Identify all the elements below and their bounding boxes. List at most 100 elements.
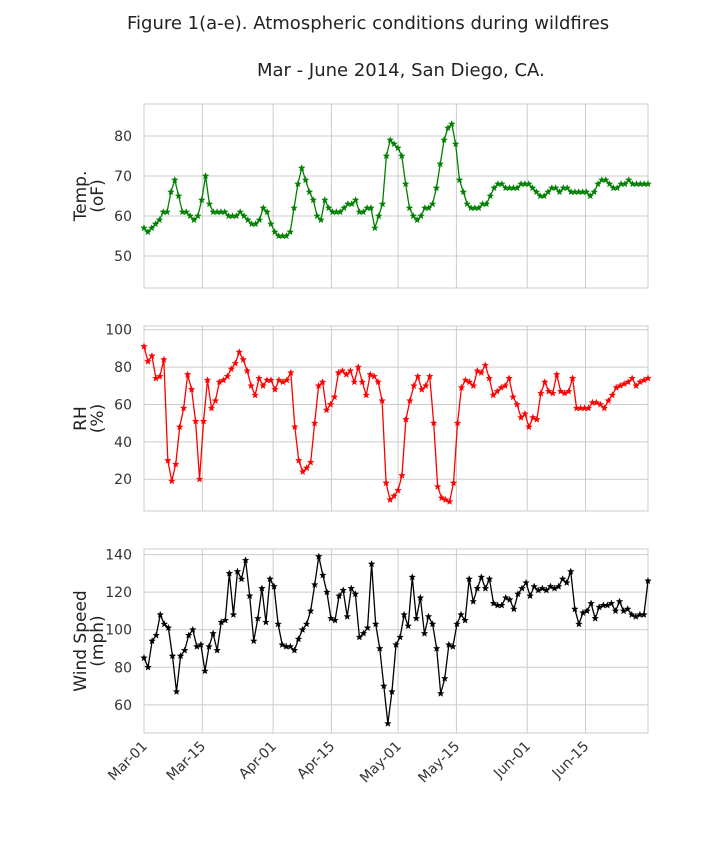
- data-point: [151, 220, 160, 228]
- data-point: [513, 400, 521, 408]
- data-point: [174, 192, 183, 200]
- data-point: [490, 184, 498, 192]
- data-point: [591, 614, 599, 622]
- data-point: [223, 372, 232, 380]
- data-point: [294, 180, 302, 188]
- data-point: [382, 479, 390, 487]
- data-point: [160, 355, 168, 363]
- y-axis-label: (oF): [88, 179, 108, 212]
- data-point: [382, 152, 391, 160]
- data-point: [237, 575, 246, 583]
- data-point: [140, 224, 148, 232]
- data-point: [513, 184, 521, 192]
- data-point: [421, 381, 430, 390]
- data-point: [201, 172, 210, 180]
- data-point: [590, 188, 598, 196]
- data-point: [412, 614, 421, 622]
- data-point: [144, 357, 152, 365]
- data-point: [420, 629, 429, 637]
- data-point: [367, 560, 376, 568]
- data-point: [596, 400, 605, 408]
- data-point: [510, 605, 518, 613]
- data-point: [262, 618, 270, 626]
- data-point: [152, 631, 160, 639]
- data-point: [541, 378, 549, 386]
- data-point: [455, 176, 464, 184]
- data-point: [266, 575, 274, 583]
- data-point: [428, 200, 437, 208]
- data-point: [518, 584, 526, 592]
- subplot-3: 60 80 100 120 140 Wind Speed(mph) Mar-01 Mar-15…: [71, 548, 652, 786]
- data-point: [397, 152, 406, 160]
- data-point: [287, 368, 295, 376]
- data-point: [271, 385, 279, 393]
- data-point: [461, 616, 469, 624]
- data-point: [587, 599, 595, 607]
- data-point: [441, 495, 450, 504]
- data-point: [562, 578, 571, 587]
- data-point: [370, 372, 378, 380]
- data-point: [424, 612, 433, 620]
- data-point: [286, 642, 295, 650]
- data-point: [489, 599, 498, 607]
- series-line: [143, 122, 648, 237]
- y-axis-label: (%): [88, 404, 108, 433]
- data-point: [286, 228, 294, 236]
- data-point: [321, 196, 329, 204]
- data-point: [331, 616, 339, 624]
- data-point: [506, 595, 514, 603]
- data-point: [317, 216, 325, 224]
- data-point: [457, 383, 466, 391]
- data-point: [144, 663, 152, 671]
- y-tick-label: 60: [114, 397, 132, 413]
- data-point: [413, 216, 421, 224]
- data-point: [538, 584, 547, 592]
- data-point: [497, 601, 506, 609]
- data-point: [449, 479, 458, 487]
- subplot-1: 50 60 70 80 Temp.(oF): [71, 103, 652, 289]
- y-axis-label: RH: [71, 406, 91, 431]
- data-point: [205, 200, 214, 208]
- plot-frame: [143, 325, 649, 512]
- data-point: [270, 582, 278, 590]
- data-point: [227, 365, 236, 373]
- data-point: [263, 208, 271, 216]
- data-point: [267, 376, 275, 384]
- data-point: [524, 180, 533, 188]
- subplot-2: 20 40 60 80 100 RH(%): [71, 323, 652, 512]
- data-point: [302, 464, 311, 472]
- data-point: [179, 404, 188, 412]
- data-point: [416, 593, 425, 602]
- data-point: [347, 200, 356, 208]
- x-tick-label: Mar-01: [105, 739, 151, 785]
- data-point: [168, 477, 176, 485]
- data-point: [350, 378, 359, 386]
- data-point: [465, 378, 474, 386]
- data-point: [473, 366, 482, 375]
- data-point: [444, 124, 452, 132]
- data-point: [190, 216, 198, 224]
- data-point: [390, 140, 398, 148]
- data-point: [522, 578, 530, 587]
- x-tick-label: Mar-15: [164, 739, 210, 785]
- data-point: [440, 136, 448, 144]
- data-point: [375, 644, 384, 652]
- data-point: [474, 204, 483, 212]
- y-tick-label: 80: [114, 660, 132, 676]
- data-point: [481, 361, 490, 369]
- data-point: [140, 653, 148, 662]
- data-point: [449, 642, 457, 650]
- data-point: [514, 590, 522, 598]
- data-point: [168, 652, 177, 660]
- data-point: [417, 212, 425, 220]
- data-point: [313, 212, 321, 220]
- data-point: [274, 620, 282, 628]
- data-point: [428, 620, 437, 628]
- data-point: [627, 610, 636, 618]
- data-point: [205, 642, 213, 650]
- series-line: [143, 346, 649, 503]
- data-point: [526, 591, 534, 600]
- data-point: [644, 374, 652, 382]
- data-point: [384, 719, 392, 727]
- y-tick-label: 60: [114, 698, 132, 714]
